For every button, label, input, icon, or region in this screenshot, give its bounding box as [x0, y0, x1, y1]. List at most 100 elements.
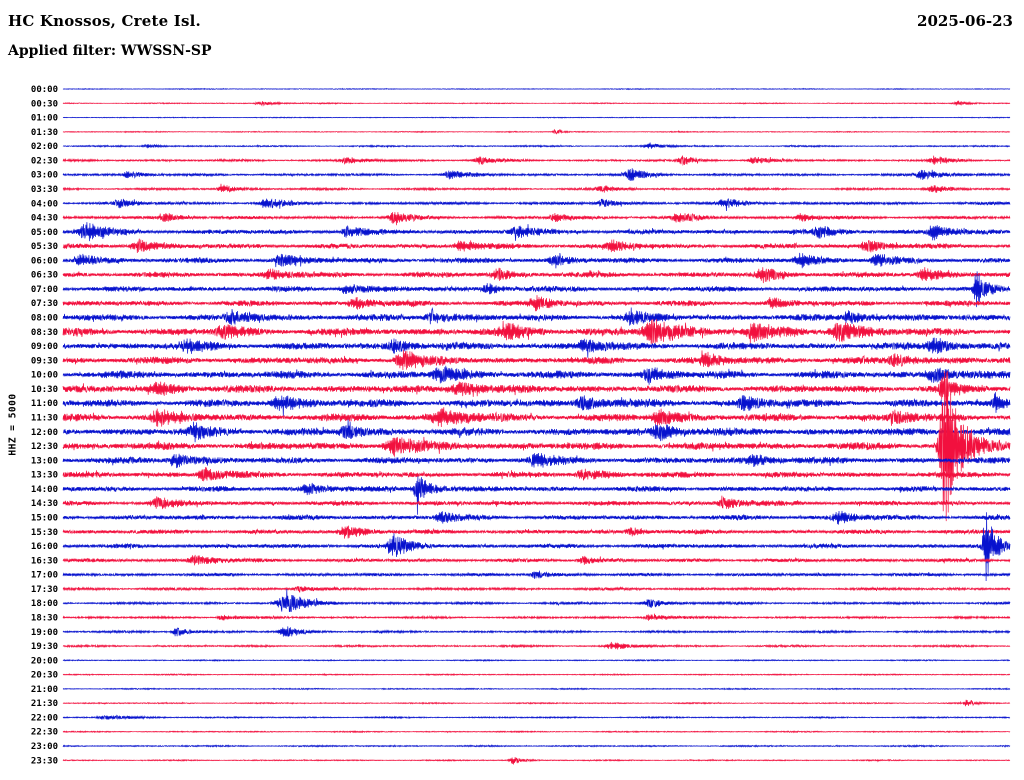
time-label: 04:00 — [31, 199, 58, 209]
time-label: 20:00 — [31, 656, 58, 666]
seismic-trace-row — [62, 626, 1011, 637]
time-label: 23:30 — [31, 756, 58, 766]
seismic-trace-row — [62, 267, 1011, 284]
time-label: 18:00 — [31, 599, 58, 609]
seismic-trace-row — [62, 672, 1011, 677]
time-label: 12:30 — [31, 442, 58, 452]
seismic-trace-row — [62, 87, 1011, 91]
seismic-trace-row — [62, 168, 1011, 181]
seismic-trace-row — [62, 129, 1011, 135]
seismic-trace-row — [62, 212, 1011, 226]
time-label: 14:30 — [31, 499, 58, 509]
seismic-trace-row — [62, 641, 1011, 650]
time-label: 01:30 — [31, 128, 58, 138]
time-label: 17:30 — [31, 585, 58, 595]
seismic-trace-row — [62, 495, 1011, 510]
seismic-trace-row — [62, 525, 1011, 539]
time-label: 11:00 — [31, 399, 58, 409]
time-label: 00:30 — [31, 99, 58, 109]
seismic-trace-row — [62, 319, 1011, 345]
seismic-trace-row — [62, 588, 1011, 613]
time-label: 10:00 — [31, 371, 58, 381]
seismic-trace-row — [62, 238, 1011, 254]
time-label: 06:30 — [31, 271, 58, 281]
time-label: 23:00 — [31, 742, 58, 752]
time-label: 15:30 — [31, 528, 58, 538]
time-label: 03:30 — [31, 185, 58, 195]
seismic-trace-row — [62, 613, 1011, 621]
seismic-trace-row — [62, 271, 1011, 308]
seismic-trace-row — [62, 349, 1011, 371]
time-label: 11:30 — [31, 414, 58, 424]
time-label: 09:00 — [31, 342, 58, 352]
time-label: 12:00 — [31, 428, 58, 438]
time-label: 18:30 — [31, 614, 58, 624]
seismic-trace-row — [62, 142, 1011, 149]
time-label: 08:00 — [31, 314, 58, 324]
seismic-trace-row — [62, 585, 1011, 593]
time-label: 06:00 — [31, 256, 58, 266]
seismic-trace-row — [62, 183, 1011, 193]
time-label: 17:00 — [31, 571, 58, 581]
time-label: 16:30 — [31, 556, 58, 566]
time-label: 21:30 — [31, 699, 58, 709]
seismic-trace-row — [62, 407, 1011, 428]
time-label: 13:00 — [31, 456, 58, 466]
seismic-trace-row — [62, 252, 1011, 269]
seismic-trace-row — [62, 512, 1011, 582]
time-label: 19:00 — [31, 628, 58, 638]
time-label: 07:30 — [31, 299, 58, 309]
time-label: 21:00 — [31, 685, 58, 695]
time-label: 22:30 — [31, 728, 58, 738]
time-label: 03:00 — [31, 171, 58, 181]
seismic-trace-row — [62, 452, 1011, 469]
time-label: 20:30 — [31, 671, 58, 681]
time-label: 07:00 — [31, 285, 58, 295]
seismic-trace-row — [62, 337, 1011, 358]
seismic-trace-row — [62, 222, 1011, 242]
record-date: 2025-06-23 — [917, 12, 1013, 30]
time-label: 10:30 — [31, 385, 58, 395]
seismic-trace-row — [62, 100, 1011, 107]
seismic-trace-row — [62, 419, 1011, 443]
seismic-trace-row — [62, 714, 1011, 720]
time-label: 15:00 — [31, 514, 58, 524]
time-label: 05:00 — [31, 228, 58, 238]
time-label: 00:00 — [31, 85, 58, 95]
seismic-trace-row — [62, 554, 1011, 566]
seismic-trace-row — [62, 155, 1011, 167]
seismic-trace-row — [62, 376, 1011, 404]
seismic-trace-row — [62, 699, 1011, 707]
seismic-trace-row — [62, 744, 1011, 749]
time-label: 16:00 — [31, 542, 58, 552]
time-label: 22:00 — [31, 714, 58, 724]
seismic-trace-row — [62, 757, 1011, 765]
seismic-trace-row — [62, 476, 1011, 515]
seismic-trace-row — [62, 371, 1011, 522]
station-title: HC Knossos, Crete Isl. — [8, 12, 201, 30]
seismic-trace-row — [62, 198, 1011, 212]
seismic-trace-row — [62, 365, 1011, 385]
seismic-trace-row — [62, 392, 1011, 417]
filter-label: Applied filter: WWSSN-SP — [8, 43, 212, 59]
time-label: 02:00 — [31, 142, 58, 152]
seismic-trace-row — [62, 307, 1011, 326]
time-label: 09:30 — [31, 356, 58, 366]
time-label: 08:30 — [31, 328, 58, 338]
seismic-trace-row — [62, 687, 1011, 691]
seismic-trace-row — [62, 467, 1011, 482]
seismic-trace-row — [62, 730, 1011, 734]
time-label: 04:30 — [31, 214, 58, 224]
seismic-trace-row — [62, 570, 1011, 579]
time-label: 02:30 — [31, 156, 58, 166]
time-label: 13:30 — [31, 471, 58, 481]
time-label: 05:30 — [31, 242, 58, 252]
seismic-trace-row — [62, 116, 1011, 119]
time-label: 14:00 — [31, 485, 58, 495]
seismic-trace-row — [62, 295, 1011, 312]
time-label: 19:30 — [31, 642, 58, 652]
seismic-trace-row — [62, 510, 1011, 525]
time-label: 01:00 — [31, 114, 58, 124]
